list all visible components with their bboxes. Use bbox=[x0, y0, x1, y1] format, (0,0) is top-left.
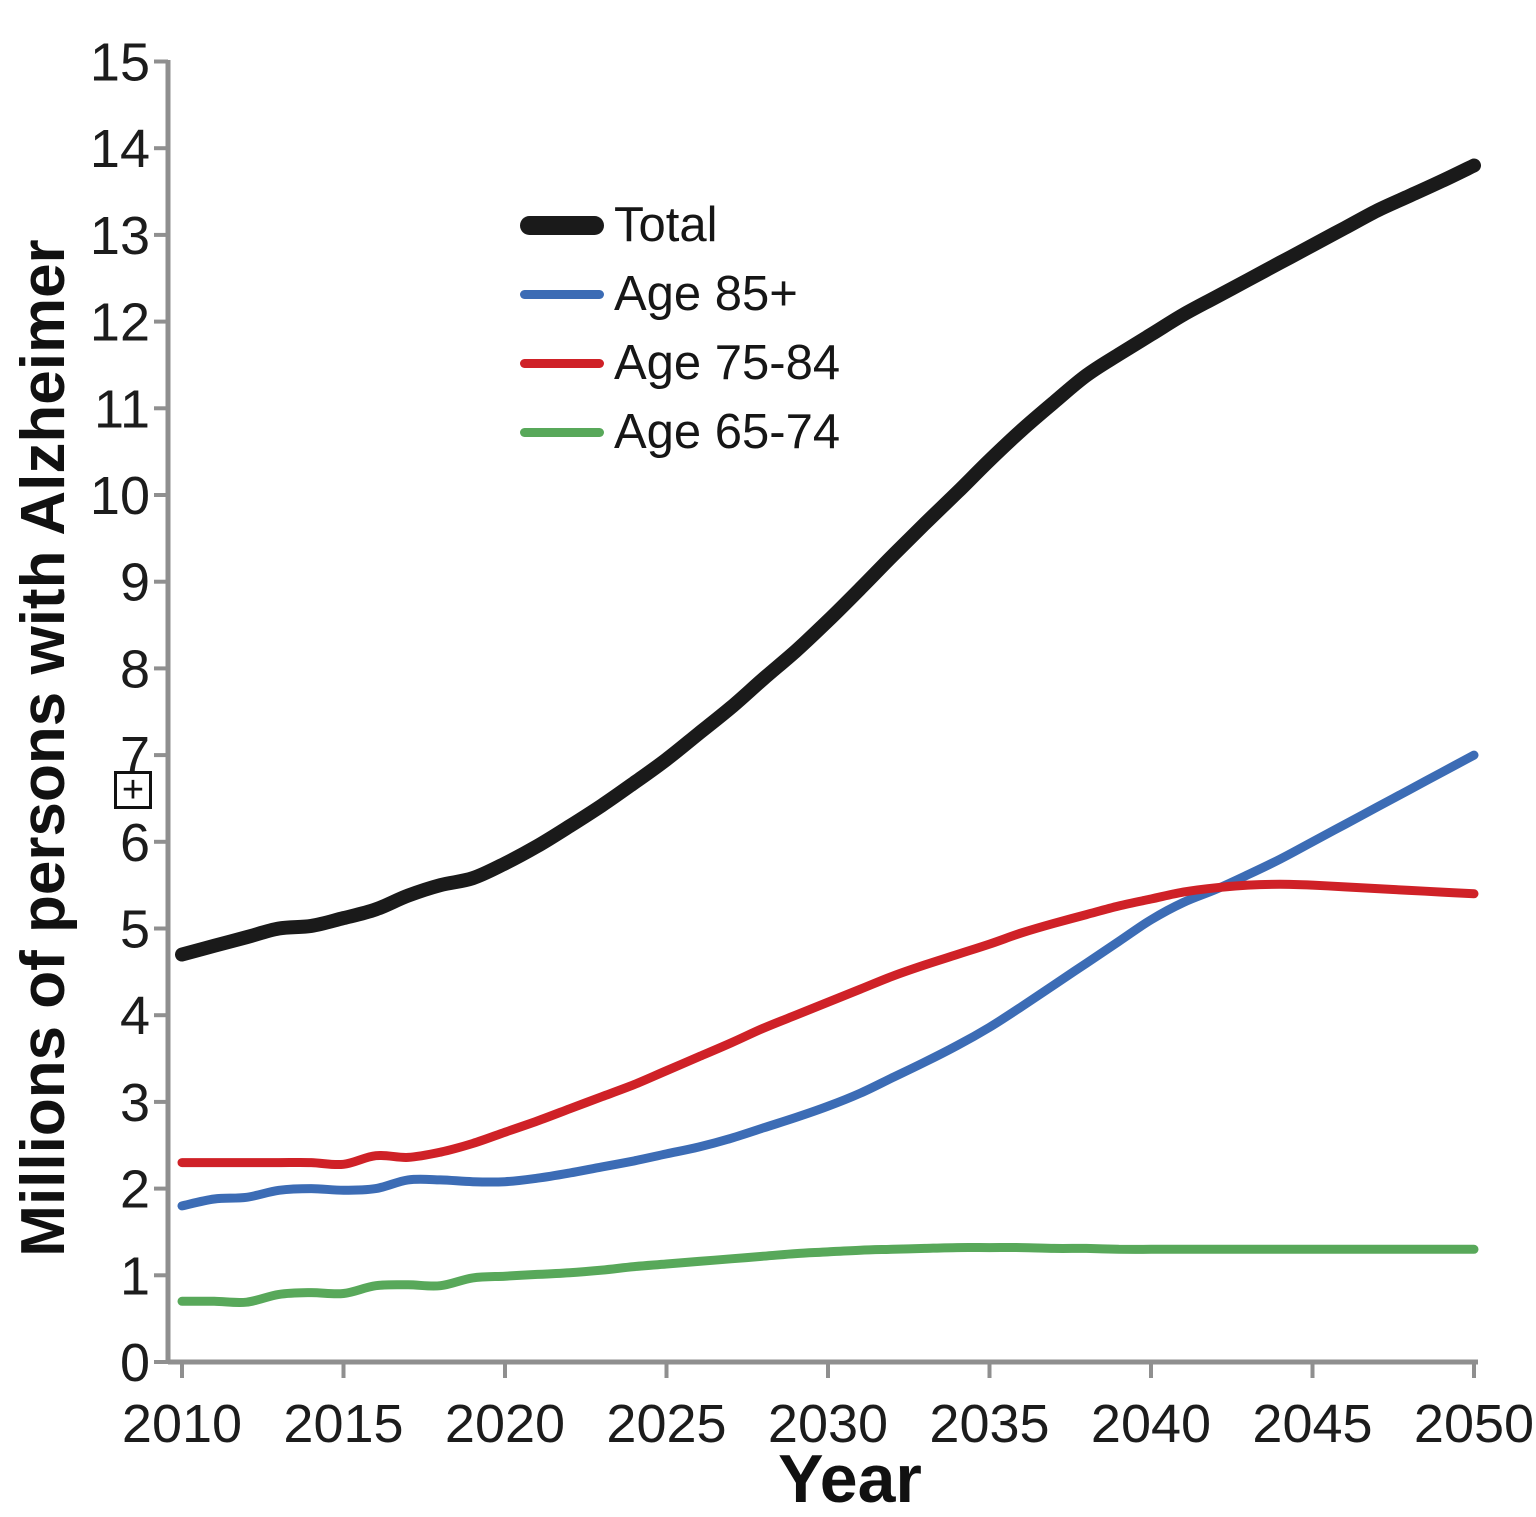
y-tick-label: 5 bbox=[120, 900, 150, 960]
x-tick-label: 2015 bbox=[283, 1394, 403, 1454]
y-tick-label: 11 bbox=[94, 379, 150, 439]
x-axis-title: Year bbox=[778, 1441, 922, 1517]
y-tick-label: 13 bbox=[90, 206, 150, 266]
y-tick-label: 8 bbox=[120, 639, 150, 699]
y-tick-label: 15 bbox=[90, 33, 150, 93]
x-tick-label: 2035 bbox=[929, 1394, 1049, 1454]
legend-swatch-age-85--icon bbox=[520, 289, 604, 299]
legend-swatch-age-65-74-icon bbox=[520, 427, 604, 437]
y-tick-label: 1 bbox=[120, 1246, 150, 1306]
x-tick-label: 2040 bbox=[1091, 1394, 1211, 1454]
y-tick-label: 0 bbox=[120, 1333, 150, 1393]
y-axis-title: Millions of persons with Alzheimer bbox=[9, 239, 78, 1257]
legend-label: Age 85+ bbox=[614, 266, 798, 321]
legend-label: Total bbox=[614, 197, 718, 252]
legend-swatch-total-icon bbox=[520, 215, 604, 235]
x-tick-label: 2030 bbox=[768, 1394, 888, 1454]
y-tick-label: 4 bbox=[120, 986, 150, 1046]
expand-figure-icon[interactable]: + bbox=[114, 771, 152, 809]
x-tick-label: 2020 bbox=[445, 1394, 565, 1454]
series-line-age-75-84 bbox=[177, 879, 1479, 1170]
y-tick-label: 10 bbox=[90, 466, 150, 526]
series-line-total bbox=[175, 158, 1481, 962]
y-tick-label: 12 bbox=[90, 293, 150, 353]
x-tick-label: 2010 bbox=[122, 1394, 242, 1454]
series-line-age-65-74 bbox=[177, 1243, 1479, 1308]
series-line-age-85- bbox=[177, 750, 1479, 1211]
legend-item: Age 85+ bbox=[520, 269, 840, 319]
legend-label: Age 75-84 bbox=[614, 335, 841, 390]
legend-label: Age 65-74 bbox=[614, 404, 841, 459]
legend-item: Age 65-74 bbox=[520, 407, 840, 457]
y-tick-label: 6 bbox=[120, 813, 150, 873]
y-tick-label: 2 bbox=[120, 1160, 150, 1220]
legend-item: Total bbox=[520, 200, 840, 250]
x-tick-label: 2050 bbox=[1414, 1394, 1534, 1454]
x-tick-label: 2045 bbox=[1252, 1394, 1372, 1454]
y-tick-label: 14 bbox=[90, 119, 150, 179]
legend-swatch-age-75-84-icon bbox=[520, 358, 604, 368]
legend-item: Age 75-84 bbox=[520, 338, 840, 388]
x-tick-label: 2025 bbox=[606, 1394, 726, 1454]
legend: Total Age 85+ Age 75-84 Age 65-74 bbox=[520, 200, 840, 457]
y-tick-label: 3 bbox=[120, 1073, 150, 1133]
y-tick-label: 9 bbox=[120, 553, 150, 613]
